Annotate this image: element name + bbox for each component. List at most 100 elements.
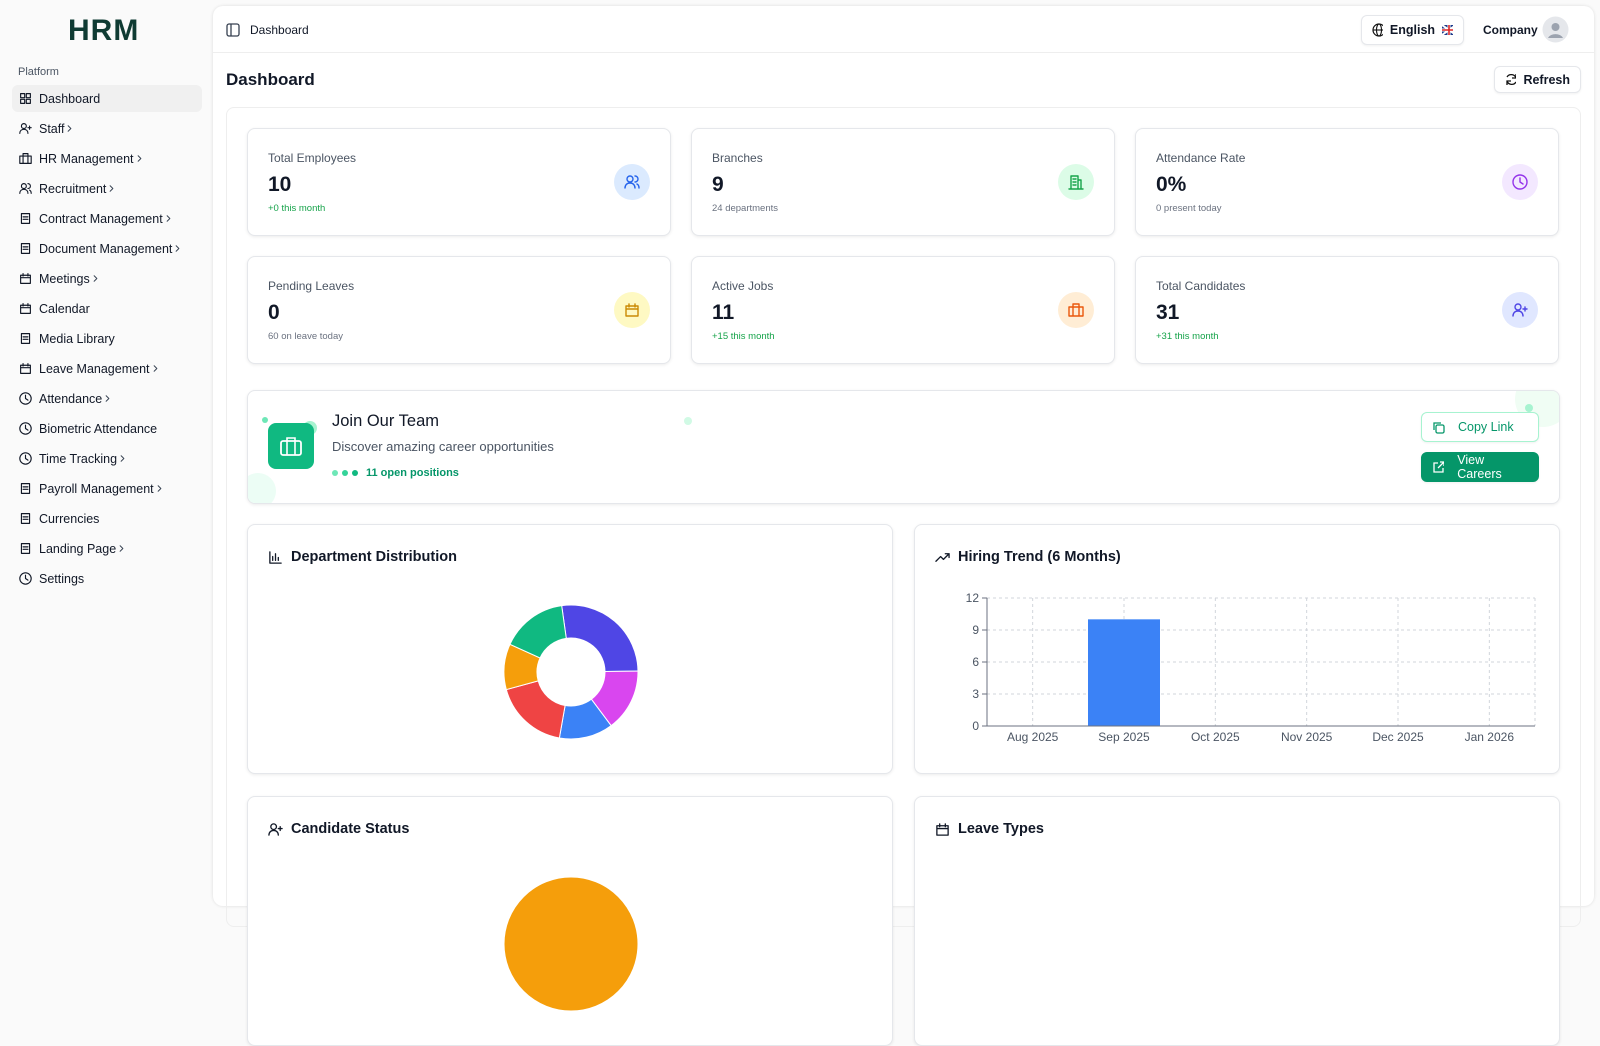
icon-path (110, 185, 114, 192)
x-tick-label: Jan 2026 (1465, 730, 1515, 744)
chart-title: Candidate Status (291, 821, 410, 837)
open-positions: 11 open positions (366, 467, 459, 479)
nav-label: Contract Management (39, 211, 163, 226)
nav-item[interactable]: Time Tracking (12, 445, 202, 472)
breadcrumb: Dashboard (250, 23, 309, 37)
nav-item[interactable]: Media Library (12, 325, 202, 352)
sidebar-toggle[interactable] (226, 23, 240, 37)
join-title: Join Our Team (332, 412, 439, 430)
copy-link-label: Copy Link (1458, 420, 1514, 434)
icon-path (20, 333, 31, 344)
x-tick-label: Oct 2025 (1191, 730, 1240, 744)
useradd-icon (19, 123, 32, 134)
chev-icon (166, 215, 171, 222)
stat-note: 60 on leave today (268, 331, 344, 342)
chart-card: Hiring Trend (6 Months) 0 3 6 9 12 Aug 2025 Sep… (914, 524, 1560, 774)
doc-icon (20, 243, 31, 254)
globe-icon (1372, 23, 1383, 37)
nav-item[interactable]: Currencies (12, 505, 202, 532)
language-button[interactable]: English (1361, 15, 1464, 45)
calendar-icon (20, 363, 31, 374)
nav-item[interactable]: Calendar (12, 295, 202, 322)
nav-item[interactable]: Contract Management (12, 205, 202, 232)
icon-path (68, 125, 72, 132)
icon-path (19, 183, 32, 194)
nav-item[interactable]: Recruitment (12, 175, 202, 202)
nav-item[interactable]: Biometric Attendance (12, 415, 202, 442)
stat-label: Active Jobs (712, 279, 774, 293)
grid-icon (20, 93, 31, 104)
chev-icon (176, 245, 180, 252)
slice (561, 604, 639, 673)
nav-label: Calendar (39, 301, 90, 316)
y-tick-label: 3 (972, 687, 979, 701)
copy-icon (1433, 421, 1445, 434)
building-icon (1068, 175, 1084, 190)
stat-label: Total Employees (268, 151, 357, 165)
chart (503, 876, 639, 1012)
stat-label: Total Candidates (1156, 279, 1246, 293)
y-tick-label: 9 (972, 623, 979, 637)
nav-label: Staff (39, 121, 65, 136)
briefcase-icon (1068, 303, 1084, 317)
nav-item[interactable]: Leave Management (12, 355, 202, 382)
stat-card: Branches 9 24 departments (691, 128, 1115, 236)
icon-path (624, 175, 640, 189)
stat-value: 10 (268, 173, 292, 196)
clock-icon (19, 392, 32, 405)
icon-path (137, 155, 141, 162)
nav-item[interactable]: Landing Page (12, 535, 202, 562)
logo[interactable]: HRM (68, 14, 140, 47)
chart-title: Hiring Trend (6 Months) (958, 549, 1121, 565)
sidebar: HRM Platform Dashboard Staff HR Management… (0, 0, 213, 900)
doc-icon (20, 483, 31, 494)
x-tick-label: Nov 2025 (1281, 730, 1333, 744)
stat-label: Branches (712, 151, 763, 165)
icon-path (935, 553, 950, 562)
calendar-icon (936, 823, 949, 836)
icon-path (19, 123, 32, 134)
copy-link-button[interactable]: Copy Link (1421, 412, 1539, 442)
chev-icon (119, 545, 124, 552)
doc-icon (20, 543, 31, 554)
icon-path (119, 545, 124, 552)
stat-card: Active Jobs 11 +15 this month (691, 256, 1115, 364)
clock-icon (19, 422, 32, 435)
nav-item[interactable]: Staff (12, 115, 202, 142)
nav-label: Currencies (39, 511, 100, 526)
nav-item[interactable]: HR Management (12, 145, 202, 172)
refresh-button[interactable]: Refresh (1494, 66, 1581, 93)
stat-value: 9 (712, 173, 724, 196)
nav-item[interactable]: Attendance (12, 385, 202, 412)
chart-icon (269, 551, 282, 564)
icon-path (176, 245, 180, 252)
nav-label: Media Library (39, 331, 115, 346)
y-tick-label: 6 (972, 655, 979, 669)
icon-path (157, 485, 162, 492)
nav-item[interactable]: Dashboard (12, 85, 202, 112)
stat-value: 11 (712, 301, 735, 324)
join-subtitle: Discover amazing career opportunities (332, 439, 554, 454)
stat-card: Pending Leaves 0 60 on leave today (247, 256, 671, 364)
calendar-icon (625, 303, 639, 317)
dashboard-panel: Join Our Team Discover amazing career op… (226, 107, 1581, 1046)
calendar-icon (20, 303, 31, 314)
nav-item[interactable]: Meetings (12, 265, 202, 292)
doc-icon (20, 513, 31, 524)
briefcase-badge (268, 423, 314, 469)
icon-path (120, 455, 125, 462)
avatar[interactable] (1542, 16, 1569, 43)
nav-label: Time Tracking (39, 451, 118, 466)
nav-item[interactable]: Settings (12, 565, 202, 592)
clock-icon (1512, 174, 1528, 190)
chev-icon (137, 155, 141, 162)
stat-note: +0 this month (268, 203, 326, 214)
chart-title: Department Distribution (291, 549, 457, 565)
stat-note: +31 this month (1156, 331, 1219, 342)
chart-card: Leave Types (914, 796, 1560, 1046)
nav-item[interactable]: Payroll Management (12, 475, 202, 502)
view-careers-button[interactable]: View Careers (1421, 452, 1539, 482)
user-name[interactable]: Company (1483, 23, 1538, 37)
icon-path (20, 273, 31, 284)
nav-item[interactable]: Document Management (12, 235, 202, 262)
